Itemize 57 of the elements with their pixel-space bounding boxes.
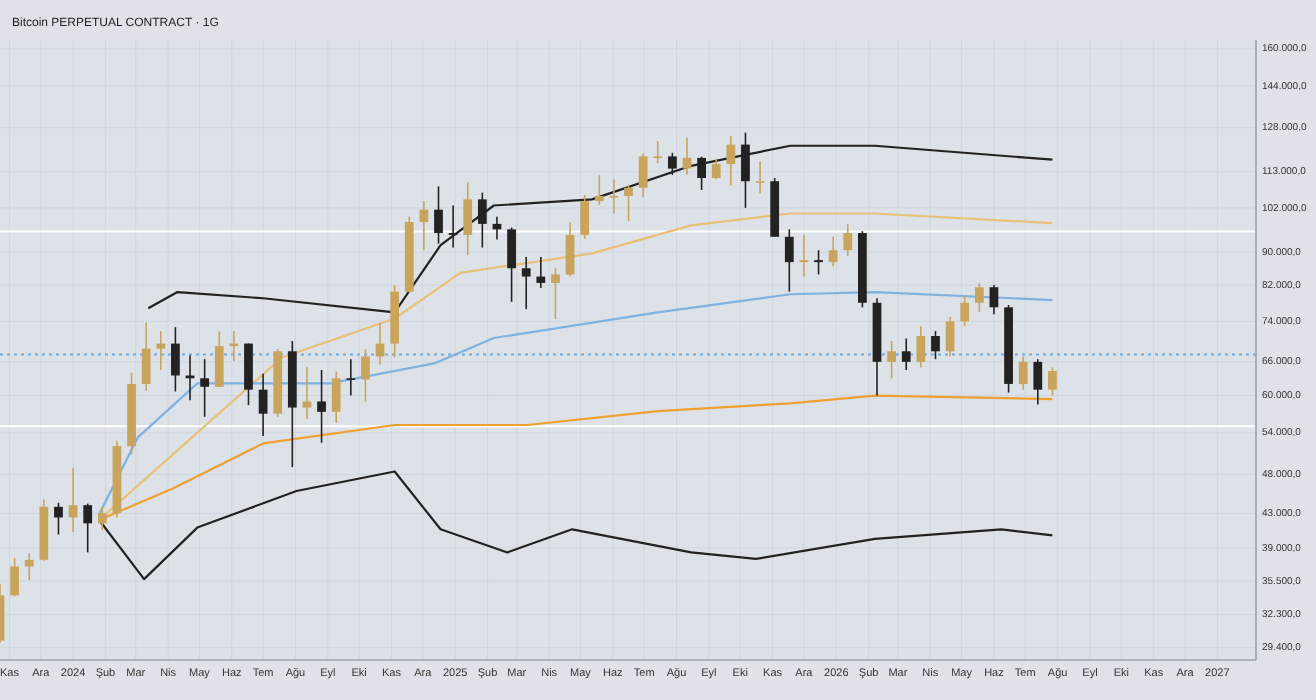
candlestick: [83, 502, 93, 554]
candlestick: [1033, 358, 1043, 406]
candlestick: [521, 256, 531, 310]
candlestick: [931, 330, 940, 360]
candlestick: [974, 282, 984, 313]
candlestick: [916, 325, 926, 369]
candlestick: [24, 552, 34, 581]
candlestick: [594, 174, 604, 206]
candlestick: [448, 204, 458, 249]
candlestick: [755, 160, 765, 195]
candlestick: [638, 152, 648, 199]
candlestick: [214, 330, 224, 388]
candlestick: [945, 315, 955, 358]
candlestick: [814, 249, 823, 276]
candlestick: [960, 295, 970, 327]
candlestick: [901, 337, 911, 371]
candlestick: [200, 358, 210, 418]
candlestick: [171, 326, 180, 393]
candlestick: [536, 256, 546, 289]
candlestick: [609, 178, 619, 215]
candlestick: [887, 340, 897, 380]
candlestick: [989, 284, 999, 316]
line-series: [98, 470, 1054, 581]
candlestick: [346, 358, 356, 397]
candlestick: [1048, 366, 1057, 397]
candlestick: [711, 158, 721, 181]
candlestick: [507, 226, 516, 303]
candlestick: [653, 140, 663, 165]
candlestick: [141, 322, 151, 392]
candlestick: [828, 235, 838, 267]
candlestick: [843, 223, 853, 257]
candlestick: [54, 502, 63, 536]
candlestick: [697, 155, 706, 191]
candlestick: [317, 369, 326, 444]
candlestick: [156, 330, 166, 371]
candlestick: [784, 228, 794, 293]
candlestick: [302, 366, 312, 421]
candlestick: [477, 191, 487, 249]
candlestick: [97, 506, 107, 531]
candlestick: [1018, 355, 1028, 391]
candlestick: [580, 194, 590, 240]
candlestick: [682, 136, 692, 176]
candlestick: [667, 152, 677, 176]
candlestick: [551, 267, 560, 320]
candlestick: [258, 373, 268, 437]
candlestick: [185, 354, 195, 402]
candlestick: [331, 370, 341, 424]
candlestick: [361, 348, 370, 403]
line-series: [147, 144, 1054, 314]
candlestick: [565, 221, 575, 278]
candlestick: [434, 185, 443, 245]
candlestick: [375, 322, 385, 366]
candlestick: [726, 135, 736, 187]
candlestick: [463, 181, 473, 256]
candlestick: [624, 183, 633, 223]
candlestick: [10, 557, 19, 598]
candlestick: [244, 342, 253, 406]
